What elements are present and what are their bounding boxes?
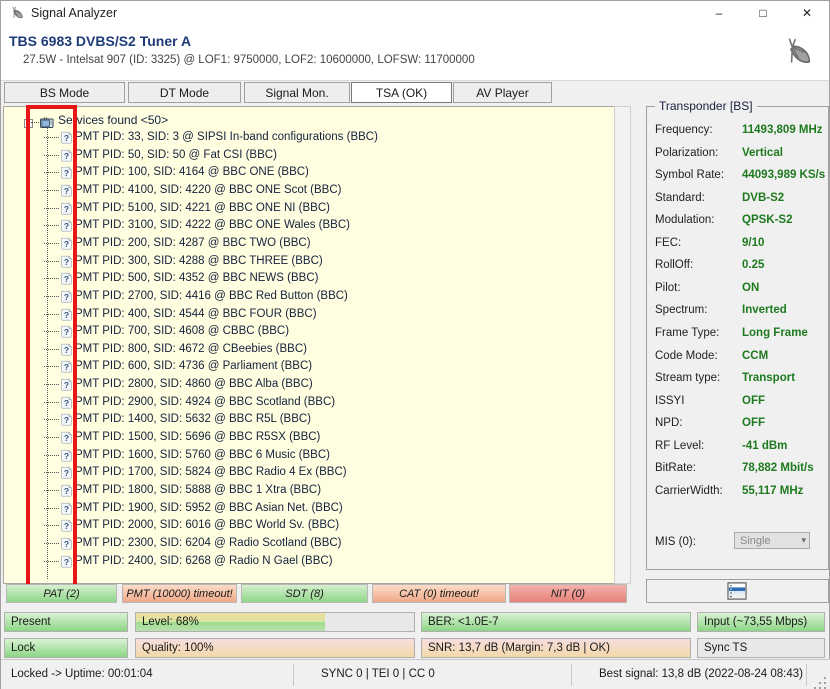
svg-text:?: ?: [64, 362, 69, 372]
svg-text:?: ?: [64, 257, 69, 267]
svg-text:?: ?: [64, 186, 69, 196]
svg-text:?: ?: [64, 239, 69, 249]
svg-text:?: ?: [64, 504, 69, 514]
svg-text:?: ?: [64, 292, 69, 302]
svg-text:?: ?: [64, 204, 69, 214]
svg-text:?: ?: [64, 539, 69, 549]
svg-text:?: ?: [64, 521, 69, 531]
svg-text:?: ?: [64, 468, 69, 478]
svg-text:?: ?: [64, 486, 69, 496]
svg-text:?: ?: [64, 168, 69, 178]
svg-text:?: ?: [64, 345, 69, 355]
svg-text:?: ?: [64, 133, 69, 143]
svg-text:?: ?: [64, 415, 69, 425]
svg-text:?: ?: [64, 557, 69, 567]
svg-text:?: ?: [64, 221, 69, 231]
svg-text:?: ?: [64, 151, 69, 161]
svg-text:?: ?: [64, 380, 69, 390]
svg-text:?: ?: [64, 327, 69, 337]
svg-text:?: ?: [64, 433, 69, 443]
svg-text:?: ?: [64, 451, 69, 461]
svg-text:?: ?: [64, 398, 69, 408]
svg-text:?: ?: [64, 274, 69, 284]
svg-text:?: ?: [64, 309, 69, 319]
